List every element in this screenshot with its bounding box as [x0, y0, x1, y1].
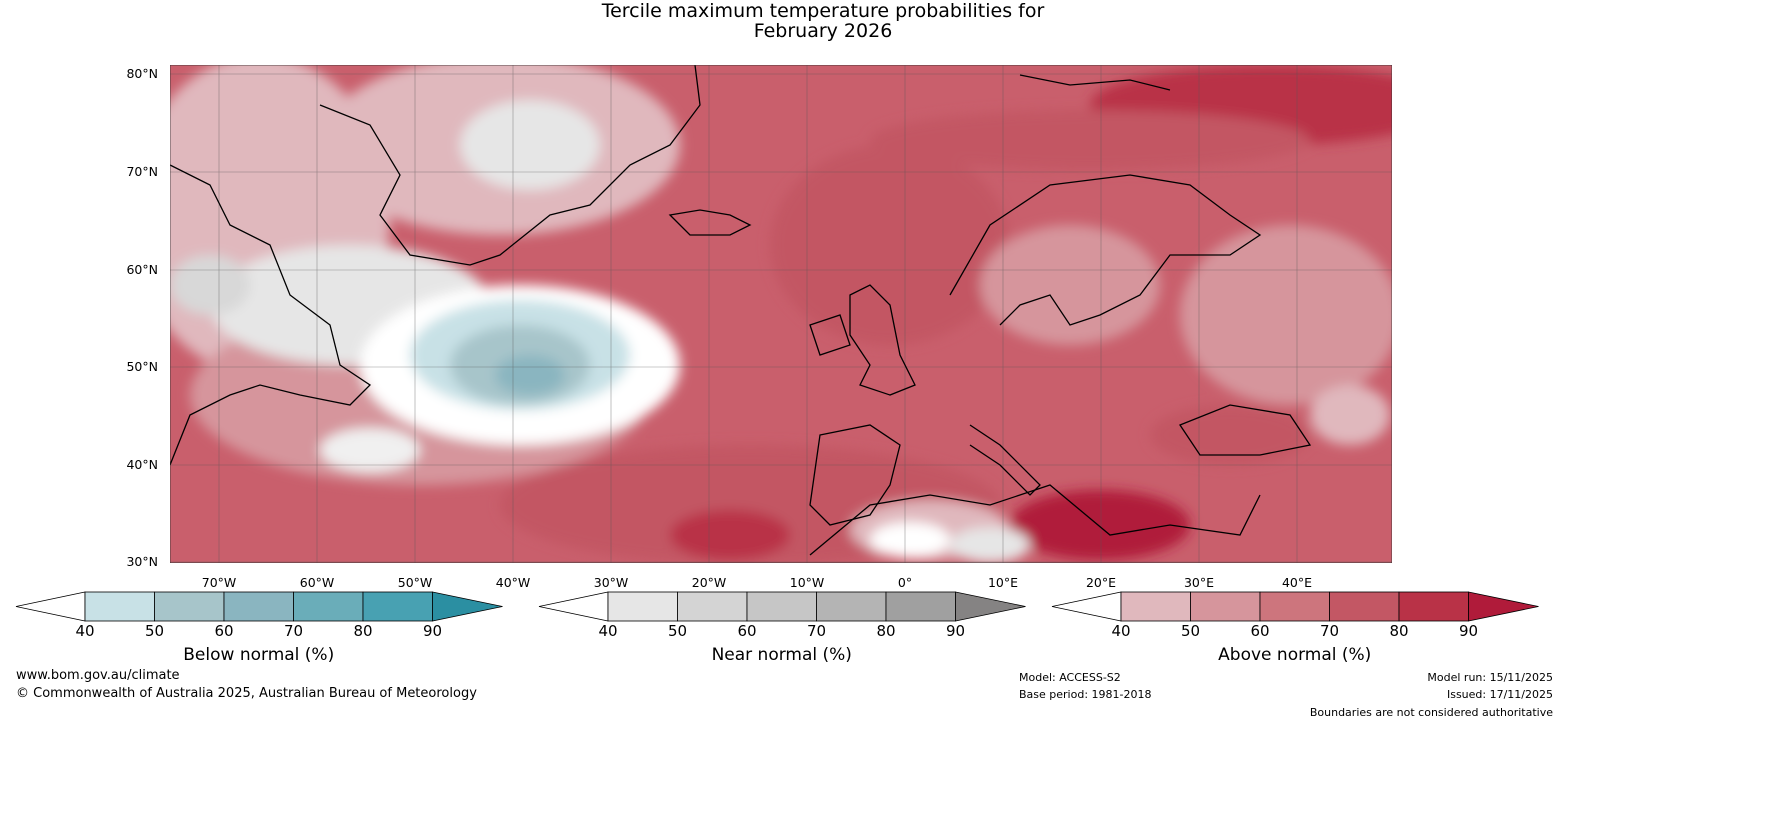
iberia-coast — [809, 424, 901, 526]
colorbar-segment — [677, 591, 748, 622]
lon-label: 20°E — [1085, 575, 1117, 590]
issued-text: Issued: 17/11/2025 — [1446, 688, 1553, 701]
colorbar-segment — [223, 591, 294, 622]
model-text: Model: ACCESS-S2 — [1019, 671, 1121, 684]
colorbar-tick: 40 — [598, 622, 618, 640]
lon-label: 30°W — [593, 575, 629, 590]
lat-label: 30°N — [126, 554, 158, 569]
colorbar-over-arrow — [955, 591, 1026, 622]
colorbar-segment — [607, 591, 678, 622]
lon-label: 20°W — [691, 575, 727, 590]
black-sea-coast — [1179, 404, 1312, 456]
lat-label: 50°N — [126, 359, 158, 374]
colorbar-segment — [84, 591, 155, 622]
colorbar-tick: 80 — [1389, 622, 1409, 640]
colorbar-segment — [293, 591, 364, 622]
colorbar-segment — [1190, 591, 1261, 622]
title-line-2: February 2026 — [753, 20, 893, 42]
colorbar-1 — [538, 591, 1026, 622]
lat-label: 60°N — [126, 262, 158, 277]
colorbar-tick: 50 — [667, 622, 688, 640]
colorbar-tick: 70 — [283, 622, 304, 640]
colorbar-tick: 60 — [214, 622, 234, 640]
base-period-text: Base period: 1981-2018 — [1019, 688, 1152, 701]
scandinavia-coast — [949, 174, 1262, 326]
ireland-coast — [809, 314, 851, 356]
colorbar-tick: 90 — [1458, 622, 1479, 640]
lat-label: 80°N — [126, 66, 158, 81]
disclaimer-text: Boundaries are not considered authoritat… — [1309, 706, 1553, 719]
colorbar-segment — [1120, 591, 1191, 622]
colorbar-tick: 60 — [1250, 622, 1270, 640]
colorbar-tick: 90 — [422, 622, 443, 640]
colorbar-tick: 60 — [737, 622, 757, 640]
svalbard-coast — [1019, 74, 1171, 91]
colorbar-segment — [1329, 591, 1400, 622]
copyright-text: © Commonwealth of Australia 2025, Austra… — [16, 686, 477, 701]
website-text: www.bom.gov.au/climate — [16, 668, 180, 683]
lon-label: 30°E — [1183, 575, 1215, 590]
colorbar-2 — [1051, 591, 1539, 622]
italy-coast — [969, 424, 1041, 496]
britain-coast — [849, 284, 916, 396]
colorbar-tick: 70 — [806, 622, 827, 640]
lat-label: 40°N — [126, 457, 158, 472]
title-line-1: Tercile maximum temperature probabilitie… — [601, 0, 1045, 22]
colorbar-0 — [15, 591, 503, 622]
colorbar-over-arrow — [1468, 591, 1539, 622]
north-america-coast — [170, 164, 372, 466]
greenland-coast — [319, 65, 701, 266]
colorbar-segment — [885, 591, 956, 622]
colorbar-label: Above normal (%) — [1218, 645, 1372, 665]
lon-label: 40°W — [495, 575, 531, 590]
colorbar-under-arrow — [1051, 591, 1122, 622]
colorbar-tick: 90 — [945, 622, 966, 640]
colorbar-tick: 80 — [876, 622, 896, 640]
probability-fields — [170, 65, 1392, 563]
colorbar-tick: 40 — [1111, 622, 1131, 640]
model-run-text: Model run: 15/11/2025 — [1427, 671, 1553, 684]
colorbar-segment — [1259, 591, 1330, 622]
lat-label: 70°N — [126, 164, 158, 179]
lon-label: 40°E — [1281, 575, 1313, 590]
colorbar-tick: 50 — [144, 622, 165, 640]
colorbar-tick: 70 — [1319, 622, 1340, 640]
lon-label: 10°E — [987, 575, 1019, 590]
lon-label: 50°W — [397, 575, 433, 590]
colorbar-tick: 40 — [75, 622, 95, 640]
colorbar-label: Near normal (%) — [711, 645, 852, 665]
lon-label: 10°W — [789, 575, 825, 590]
lon-label: 0° — [897, 575, 913, 590]
colorbar-over-arrow — [432, 591, 503, 622]
colorbar-segment — [154, 591, 225, 622]
colorbar-segment — [746, 591, 817, 622]
colorbar-segment — [1398, 591, 1469, 622]
colorbar-segment — [362, 591, 433, 622]
iceland-coast — [668, 209, 752, 236]
lon-label: 60°W — [299, 575, 335, 590]
coastlines — [170, 65, 1312, 556]
probability-map — [170, 65, 1392, 563]
colorbar-segment — [816, 591, 887, 622]
colorbar-label: Below normal (%) — [183, 645, 335, 665]
colorbar-under-arrow — [15, 591, 86, 622]
colorbar-tick: 80 — [353, 622, 373, 640]
lon-label: 70°W — [201, 575, 237, 590]
colorbar-tick: 50 — [1180, 622, 1201, 640]
north-africa-coast — [809, 484, 1261, 556]
colorbar-under-arrow — [538, 591, 609, 622]
